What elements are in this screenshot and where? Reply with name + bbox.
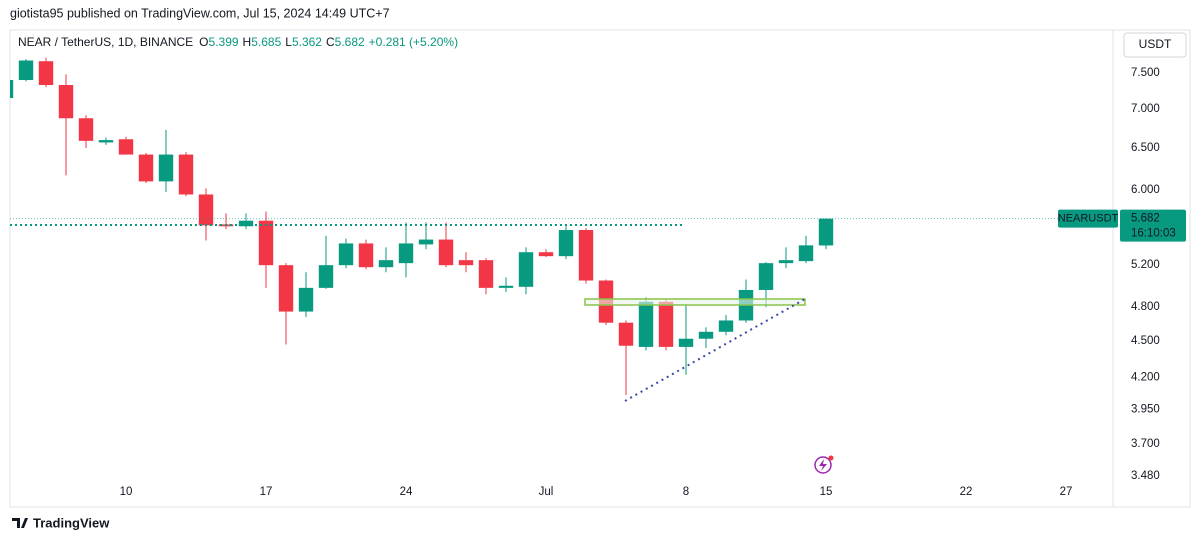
symbol-info: NEAR / TetherUS, 1D, BINANCE — [18, 35, 193, 49]
price-tag — [1120, 209, 1186, 242]
legend: NEAR / TetherUS, 1D, BINANCE O5.399 H5.685… — [18, 35, 458, 49]
candle-body — [638, 301, 654, 347]
y-tick-label: 3.950 — [1131, 403, 1160, 415]
candle-body — [358, 243, 374, 268]
candle-body — [558, 230, 574, 257]
candle-body — [718, 320, 734, 332]
candle-body — [298, 287, 314, 312]
candle-body — [338, 243, 354, 266]
candle-body — [158, 154, 174, 182]
symbol-tag-text: NEARUSDT — [1058, 213, 1119, 225]
candle-body — [398, 243, 414, 264]
trend-line — [624, 298, 806, 402]
ohlc-key: L — [285, 35, 292, 49]
candle-body — [378, 260, 394, 268]
ohlc-key: C — [326, 35, 335, 49]
candle-body — [78, 118, 94, 141]
candle-body — [58, 85, 74, 119]
y-tick-label: 4.800 — [1131, 301, 1160, 313]
candle-body — [658, 301, 674, 347]
x-tick-label: 22 — [960, 486, 973, 498]
ohlc-key: H — [243, 35, 252, 49]
symbol-tag — [1058, 209, 1118, 228]
candle-body — [498, 285, 514, 288]
y-tick-label: 6.500 — [1131, 142, 1160, 154]
ohlc-value: 5.362 — [292, 35, 322, 49]
candle-body — [698, 331, 714, 339]
candle-body — [798, 245, 814, 262]
logo: TradingView — [12, 515, 110, 530]
ohlc: O5.399 H5.685 L5.362 C5.682 +0.281 (+5.20%) — [199, 35, 458, 49]
candle-body — [438, 239, 454, 266]
y-tick-label: 7.500 — [1131, 67, 1160, 79]
candle-body — [98, 140, 114, 143]
candle-body — [178, 154, 194, 195]
zone-rectangle — [584, 298, 806, 306]
candle-body — [258, 220, 274, 266]
candle-body — [118, 139, 134, 155]
x-tick-label: Jul — [539, 486, 554, 498]
candle-body — [538, 252, 554, 257]
candle-body — [618, 322, 634, 346]
x-tick-label: 27 — [1060, 486, 1073, 498]
candle-body — [238, 220, 254, 227]
candle-body — [278, 265, 294, 312]
candle-body — [678, 338, 694, 347]
y-tick-label: 4.500 — [1131, 335, 1160, 347]
candle-body — [818, 218, 834, 246]
price-tag-text: 5.682 — [1131, 213, 1160, 225]
countdown-text: 16:10:03 — [1131, 228, 1176, 240]
x-tick-label: 8 — [683, 486, 689, 498]
candle-body — [138, 154, 154, 182]
candle-body — [318, 265, 334, 288]
candle-body — [418, 239, 434, 245]
x-tick-label: 17 — [260, 486, 273, 498]
currency-button[interactable] — [1123, 32, 1187, 58]
x-tick-label: 10 — [120, 486, 133, 498]
y-tick-label: 3.480 — [1131, 470, 1160, 482]
ohlc-change: +0.281 (+5.20%) — [369, 35, 458, 49]
candle-body — [478, 260, 494, 288]
brand: TradingView — [33, 515, 110, 530]
publish-info: giotista95 published on TradingView.com,… — [10, 6, 390, 20]
y-tick-label: 3.700 — [1131, 438, 1160, 450]
candle-body — [778, 260, 794, 264]
ohlc-value: 5.399 — [209, 35, 239, 49]
y-tick-label: 6.000 — [1131, 184, 1160, 196]
ohlc-key: O — [199, 35, 208, 49]
candle-body — [38, 61, 54, 86]
candle-body — [10, 80, 14, 99]
y-tick-label: 4.200 — [1131, 371, 1160, 383]
alert-icon[interactable] — [814, 455, 834, 474]
candle-body — [198, 194, 214, 226]
x-tick-label: 15 — [820, 486, 833, 498]
candle-body — [18, 60, 34, 81]
currency[interactable]: USDT — [1139, 37, 1172, 51]
ohlc-value: 5.682 — [335, 35, 365, 49]
candle-body — [458, 260, 474, 266]
candle-body — [758, 263, 774, 290]
candle-body — [518, 252, 534, 287]
y-tick-label: 5.200 — [1131, 259, 1160, 271]
x-tick-label: 24 — [400, 486, 413, 498]
candle-body — [578, 230, 594, 281]
y-tick-label: 7.000 — [1131, 103, 1160, 115]
ohlc-value: 5.685 — [251, 35, 281, 49]
chart-frame — [9, 29, 1191, 508]
